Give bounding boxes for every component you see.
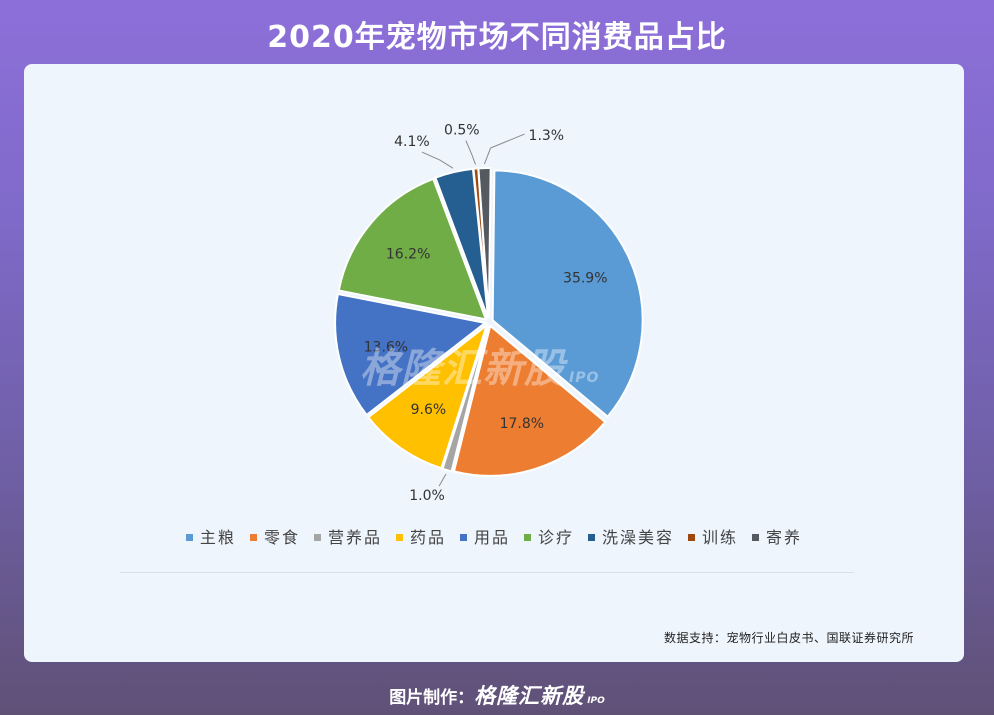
divider xyxy=(120,572,854,573)
data-label: 9.6% xyxy=(411,402,447,418)
legend-label: 零食 xyxy=(263,528,300,547)
footer: 图片制作：格隆汇新股 IPO xyxy=(0,680,994,710)
pie-slice xyxy=(452,324,607,477)
page-title: 2020年宠物市场不同消费品占比 xyxy=(267,20,727,55)
legend-swatch xyxy=(313,534,321,541)
label-leader-line xyxy=(483,133,525,165)
legend-label: 洗澡美容 xyxy=(602,528,675,547)
data-label: 13.6% xyxy=(364,339,408,355)
label-leader-line xyxy=(438,473,447,487)
pie-slice xyxy=(337,177,488,321)
pie-slice xyxy=(366,322,489,470)
data-label: 17.8% xyxy=(500,416,544,432)
legend-item: 营养品 xyxy=(313,524,382,548)
pie-chart: 1.3% 35.9% 17.8% 1.0% 9.6% 13.6% 16.2% 4.1% 0.5% xyxy=(334,123,644,504)
legend-swatch xyxy=(752,534,760,541)
legend-swatch xyxy=(459,534,467,541)
legend-swatch xyxy=(249,534,257,541)
legend-item: 零食 xyxy=(249,524,300,548)
legend-label: 营养品 xyxy=(327,528,382,547)
legend-item: 诊疗 xyxy=(524,524,574,548)
data-label: 35.9% xyxy=(563,271,607,287)
footer-brand-sub: IPO xyxy=(587,696,605,706)
legend-label: 训练 xyxy=(702,528,739,547)
chart-legend: 主粮 零食 营养品 药品 用品 诊疗 洗澡美容 训练 寄养 xyxy=(24,524,964,548)
legend-item: 训练 xyxy=(688,524,738,548)
legend-item: 药品 xyxy=(395,524,446,548)
legend-item: 洗澡美容 xyxy=(588,524,674,548)
legend-label: 诊疗 xyxy=(538,528,575,547)
footer-brand-logo: 格隆汇新股 xyxy=(474,684,585,708)
legend-item: 主粮 xyxy=(185,524,236,548)
source-note: 数据支持：宠物行业白皮书、国联证券研究所 xyxy=(663,631,914,645)
pie-slice xyxy=(472,167,490,319)
legend-swatch xyxy=(185,534,193,541)
legend-label: 用品 xyxy=(473,528,510,547)
data-label: 4.1% xyxy=(394,134,430,150)
legend-swatch xyxy=(524,534,531,541)
legend-label: 主粮 xyxy=(199,528,236,547)
legend-item: 用品 xyxy=(459,524,510,548)
data-label: 1.0% xyxy=(409,488,445,504)
data-label: 16.2% xyxy=(386,246,430,262)
label-leader-line xyxy=(421,151,454,169)
legend-swatch xyxy=(688,534,696,541)
legend-swatch xyxy=(395,534,403,541)
legend-label: 寄养 xyxy=(766,528,803,547)
pie-slice xyxy=(491,169,644,418)
pie-slice xyxy=(441,325,489,473)
data-label: 0.5% xyxy=(444,123,480,139)
legend-label: 药品 xyxy=(409,528,446,547)
legend-swatch xyxy=(588,534,596,541)
pie-slice xyxy=(334,292,488,417)
chart-card: 1.3% 35.9% 17.8% 1.0% 9.6% 13.6% 16.2% 4.1% 0.5%… xyxy=(24,64,964,662)
label-leader-line xyxy=(465,140,476,165)
legend-item: 寄养 xyxy=(752,524,802,548)
data-label: 1.3% xyxy=(529,128,565,144)
footer-prefix: 图片制作： xyxy=(389,688,475,708)
